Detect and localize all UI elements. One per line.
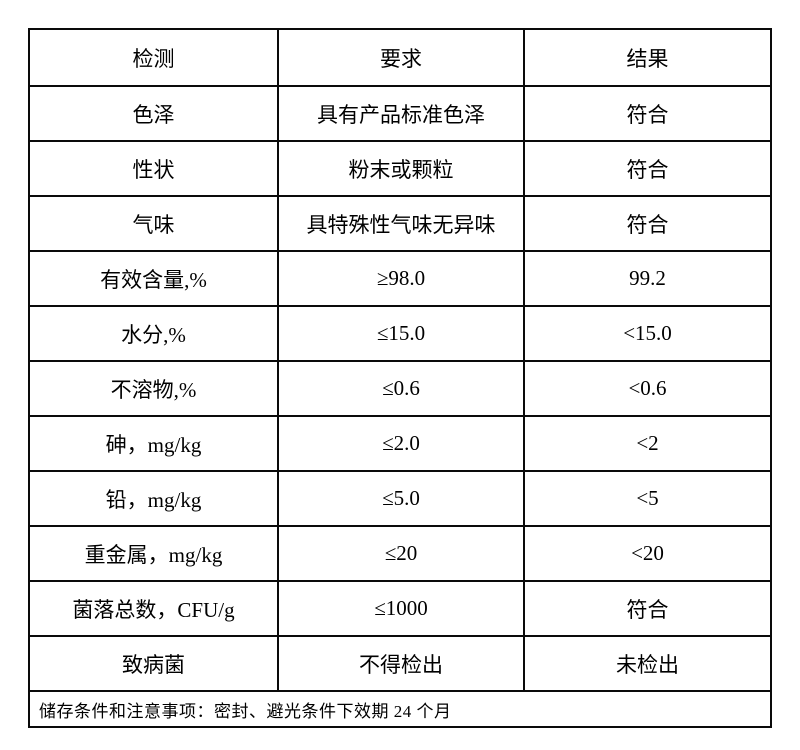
item-cell: 铅，mg/kg — [28, 470, 279, 527]
table-row: 气味 具特殊性气味无异味 符合 — [28, 195, 772, 252]
item-cell: 不溶物,% — [28, 360, 279, 417]
item-cell: 水分,% — [28, 305, 279, 362]
header-cell-result: 结果 — [523, 28, 772, 87]
table-row: 色泽 具有产品标准色泽 符合 — [28, 85, 772, 142]
result-cell: 未检出 — [523, 635, 772, 692]
requirement-cell: 粉末或颗粒 — [277, 140, 525, 197]
result-cell: <2 — [523, 415, 772, 472]
requirement-cell: ≤20 — [277, 525, 525, 582]
table-row: 水分,% ≤15.0 <15.0 — [28, 305, 772, 362]
table-header: 检测 要求 结果 — [28, 28, 772, 87]
requirement-cell: ≤5.0 — [277, 470, 525, 527]
requirement-cell: 具特殊性气味无异味 — [277, 195, 525, 252]
table-row: 砷，mg/kg ≤2.0 <2 — [28, 415, 772, 472]
requirement-cell: ≤0.6 — [277, 360, 525, 417]
requirement-cell: ≤15.0 — [277, 305, 525, 362]
table-row: 重金属，mg/kg ≤20 <20 — [28, 525, 772, 582]
table-row: 致病菌 不得检出 未检出 — [28, 635, 772, 692]
item-cell: 性状 — [28, 140, 279, 197]
header-row: 检测 要求 结果 — [28, 28, 772, 87]
requirement-cell: ≤2.0 — [277, 415, 525, 472]
footer-row: 储存条件和注意事项：密封、避光条件下效期 24 个月 — [28, 690, 772, 728]
result-cell: <5 — [523, 470, 772, 527]
inspection-spec-table: 检测 要求 结果 色泽 具有产品标准色泽 符合 性状 粉末或颗粒 符合 气味 具… — [28, 28, 772, 728]
item-cell: 有效含量,% — [28, 250, 279, 307]
result-cell: 符合 — [523, 580, 772, 637]
result-cell: 符合 — [523, 140, 772, 197]
result-cell: <0.6 — [523, 360, 772, 417]
table-row: 铅，mg/kg ≤5.0 <5 — [28, 470, 772, 527]
header-cell-requirement: 要求 — [277, 28, 525, 87]
result-cell: 符合 — [523, 85, 772, 142]
result-cell: <20 — [523, 525, 772, 582]
table-row: 有效含量,% ≥98.0 99.2 — [28, 250, 772, 307]
result-cell: 符合 — [523, 195, 772, 252]
table-body: 色泽 具有产品标准色泽 符合 性状 粉末或颗粒 符合 气味 具特殊性气味无异味 … — [28, 85, 772, 692]
table-row: 性状 粉末或颗粒 符合 — [28, 140, 772, 197]
requirement-cell: 具有产品标准色泽 — [277, 85, 525, 142]
table-row: 不溶物,% ≤0.6 <0.6 — [28, 360, 772, 417]
table-footer: 储存条件和注意事项：密封、避光条件下效期 24 个月 — [28, 690, 772, 728]
item-cell: 色泽 — [28, 85, 279, 142]
result-cell: 99.2 — [523, 250, 772, 307]
table-row: 菌落总数，CFU/g ≤1000 符合 — [28, 580, 772, 637]
result-cell: <15.0 — [523, 305, 772, 362]
item-cell: 气味 — [28, 195, 279, 252]
item-cell: 重金属，mg/kg — [28, 525, 279, 582]
storage-conditions-note: 储存条件和注意事项：密封、避光条件下效期 24 个月 — [28, 690, 772, 728]
requirement-cell: ≤1000 — [277, 580, 525, 637]
item-cell: 致病菌 — [28, 635, 279, 692]
header-cell-item: 检测 — [28, 28, 279, 87]
item-cell: 砷，mg/kg — [28, 415, 279, 472]
item-cell: 菌落总数，CFU/g — [28, 580, 279, 637]
requirement-cell: 不得检出 — [277, 635, 525, 692]
requirement-cell: ≥98.0 — [277, 250, 525, 307]
